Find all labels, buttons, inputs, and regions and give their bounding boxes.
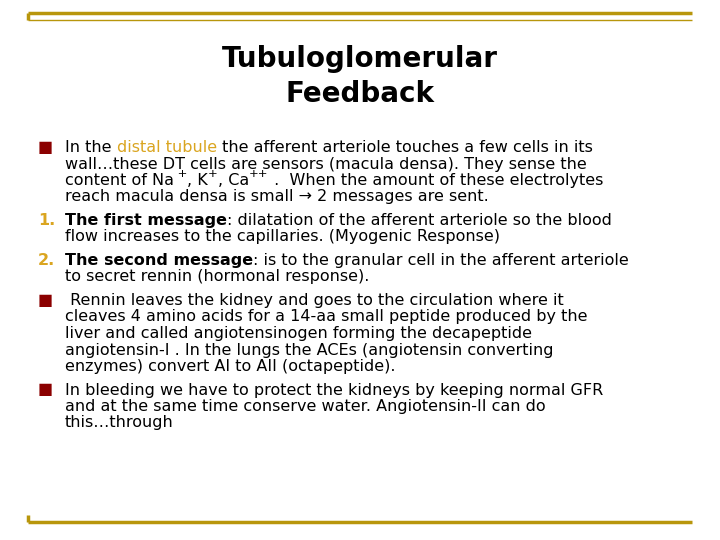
Text: The second message: The second message bbox=[65, 253, 253, 268]
Text: the afferent arteriole touches a few cells in its: the afferent arteriole touches a few cel… bbox=[217, 140, 593, 155]
Text: flow increases to the capillaries. (Myogenic Response): flow increases to the capillaries. (Myog… bbox=[65, 230, 500, 245]
Text: +: + bbox=[208, 169, 218, 179]
Text: content of Na: content of Na bbox=[65, 173, 174, 188]
Text: liver and called angiotensinogen forming the decapeptide: liver and called angiotensinogen forming… bbox=[65, 326, 532, 341]
Text: ++: ++ bbox=[249, 169, 269, 179]
Text: ■: ■ bbox=[38, 140, 53, 155]
Text: 2.: 2. bbox=[38, 253, 55, 268]
Text: 1.: 1. bbox=[38, 213, 55, 228]
Text: cleaves 4 amino acids for a 14-aa small peptide produced by the: cleaves 4 amino acids for a 14-aa small … bbox=[65, 309, 588, 325]
Text: In bleeding we have to protect the kidneys by keeping normal GFR: In bleeding we have to protect the kidne… bbox=[65, 382, 603, 397]
Text: , K: , K bbox=[187, 173, 208, 188]
Text: ■: ■ bbox=[38, 293, 53, 308]
Text: In the: In the bbox=[65, 140, 117, 155]
Text: to secret rennin (hormonal response).: to secret rennin (hormonal response). bbox=[65, 269, 369, 285]
Text: reach macula densa is small → 2 messages are sent.: reach macula densa is small → 2 messages… bbox=[65, 190, 489, 205]
Text: ■: ■ bbox=[38, 382, 53, 397]
Text: The first message: The first message bbox=[65, 213, 227, 228]
Text: : is to the granular cell in the afferent arteriole: : is to the granular cell in the afferen… bbox=[253, 253, 629, 268]
Text: , Ca: , Ca bbox=[218, 173, 249, 188]
Text: angiotensin-I . In the lungs the ACEs (angiotensin converting: angiotensin-I . In the lungs the ACEs (a… bbox=[65, 342, 554, 357]
Text: enzymes) convert AI to AII (octapeptide).: enzymes) convert AI to AII (octapeptide)… bbox=[65, 359, 395, 374]
Text: wall…these DT cells are sensors (macula densa). They sense the: wall…these DT cells are sensors (macula … bbox=[65, 157, 587, 172]
Text: distal tubule: distal tubule bbox=[117, 140, 217, 155]
Text: Tubuloglomerular
Feedback: Tubuloglomerular Feedback bbox=[222, 45, 498, 107]
Text: this…through: this…through bbox=[65, 415, 174, 430]
Text: Rennin leaves the kidney and goes to the circulation where it: Rennin leaves the kidney and goes to the… bbox=[65, 293, 564, 308]
Text: +: + bbox=[174, 169, 187, 179]
Text: : dilatation of the afferent arteriole so the blood: : dilatation of the afferent arteriole s… bbox=[227, 213, 612, 228]
Text: and at the same time conserve water. Angiotensin-II can do: and at the same time conserve water. Ang… bbox=[65, 399, 546, 414]
Text: .  When the amount of these electrolytes: . When the amount of these electrolytes bbox=[269, 173, 603, 188]
